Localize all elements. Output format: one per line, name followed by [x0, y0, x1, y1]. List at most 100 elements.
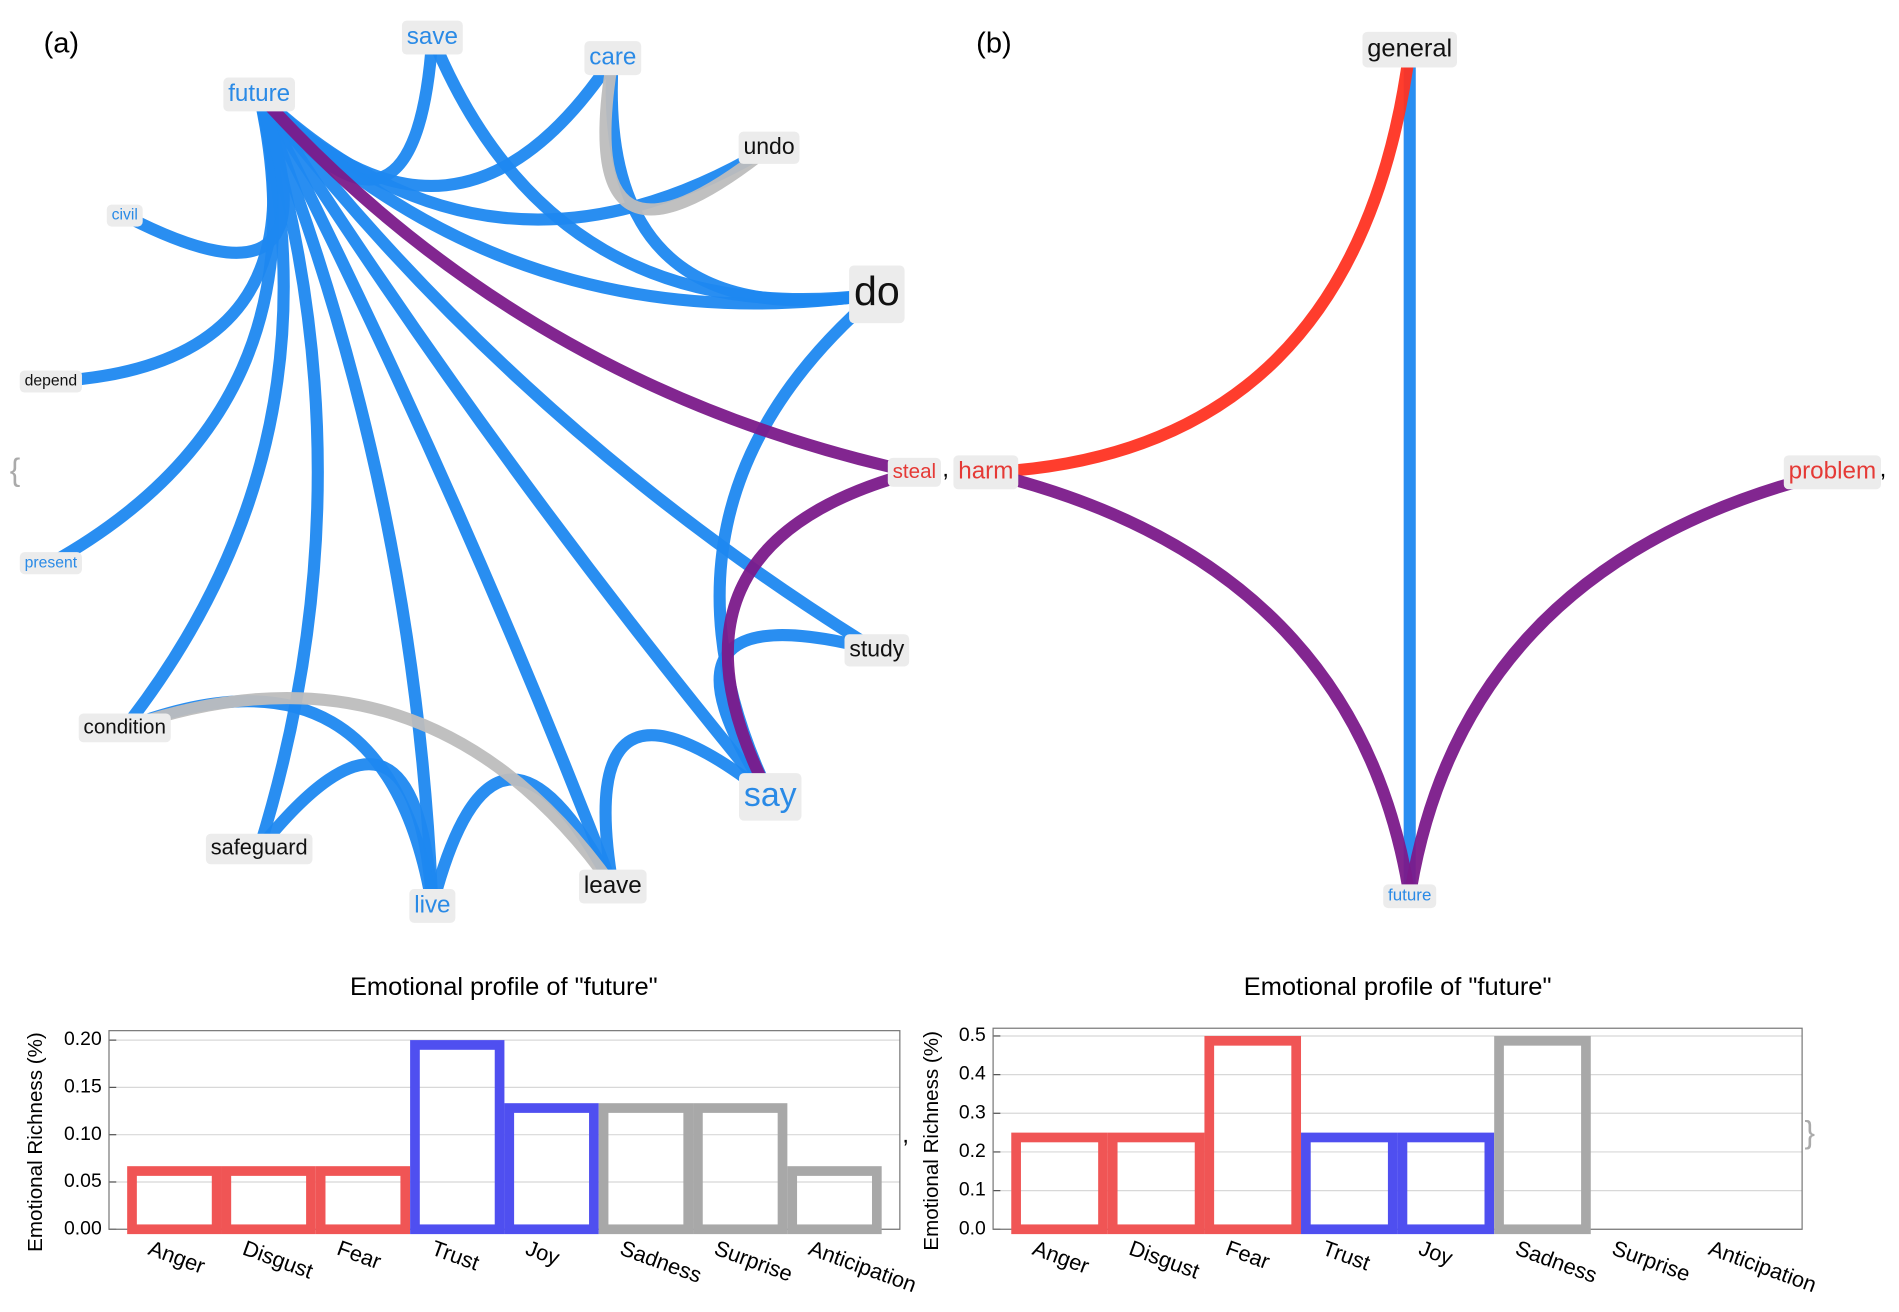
y-tick-label: 0.1	[959, 1179, 986, 1201]
x-tick-label: Joy	[523, 1235, 564, 1270]
edge	[253, 88, 619, 893]
x-tick-label: Anticipation	[1705, 1235, 1819, 1297]
node-label: problem	[1789, 458, 1877, 485]
y-tick-label: 0.5	[959, 1024, 986, 1046]
node-label: undo	[743, 133, 794, 159]
x-tick-label: Sadness	[617, 1235, 705, 1288]
edges	[44, 31, 1839, 912]
x-tick-label: Disgust	[240, 1235, 317, 1283]
edge	[253, 88, 777, 803]
brace: {	[10, 453, 21, 488]
bar	[1011, 1132, 1108, 1235]
node-box	[887, 457, 941, 487]
x-tick-label: Trust	[428, 1235, 482, 1275]
bar	[127, 1166, 222, 1235]
panel-label: (b)	[976, 27, 1012, 59]
x-tick-label: Trust	[1319, 1235, 1373, 1275]
edge	[44, 88, 280, 570]
x-tick-label: Fear	[334, 1235, 385, 1274]
edge	[979, 43, 1416, 479]
chart-title: Emotional profile of "future"	[350, 973, 658, 1001]
node-label: study	[849, 635, 904, 661]
x-tick-label: Anger	[145, 1235, 208, 1278]
node-box	[584, 41, 642, 76]
bar	[1204, 1035, 1302, 1235]
x-tick-label: Surprise	[1609, 1235, 1694, 1286]
node-label: present	[25, 554, 78, 571]
panel-label: (a)	[44, 27, 80, 59]
node-label: future	[1388, 886, 1431, 905]
bar	[504, 1103, 599, 1235]
node-box	[409, 888, 456, 923]
x-tick-label: Fear	[1223, 1235, 1274, 1274]
node-label: steal	[893, 460, 936, 483]
bar	[693, 1103, 788, 1235]
comma: ,	[942, 455, 949, 482]
bar	[1107, 1132, 1205, 1235]
edge	[605, 52, 883, 307]
node-label: civil	[112, 207, 138, 224]
node-box	[223, 77, 295, 112]
comma: ,	[902, 1121, 909, 1148]
node-box	[739, 773, 802, 821]
node-box	[849, 265, 905, 324]
node-box	[401, 20, 463, 55]
bar	[598, 1103, 694, 1235]
edge	[44, 88, 280, 388]
bar	[1494, 1035, 1591, 1235]
x-tick-label: Anticipation	[805, 1235, 919, 1297]
edge	[118, 691, 619, 893]
bar	[787, 1166, 882, 1235]
x-tick-label: Sadness	[1512, 1235, 1600, 1288]
bar	[1397, 1132, 1495, 1235]
nodes: future save care undo do steal study say leave li…	[19, 20, 1881, 923]
edge	[979, 466, 1416, 903]
x-tick-label: Surprise	[711, 1235, 796, 1286]
node-label: future	[228, 80, 290, 107]
node-box	[1783, 455, 1881, 490]
node-box	[738, 131, 800, 164]
node-box	[579, 869, 647, 904]
node-label: say	[744, 776, 797, 814]
x-tick-label: Joy	[1416, 1235, 1457, 1270]
y-tick-label: 0.00	[64, 1217, 102, 1239]
edge	[253, 88, 921, 479]
chart-title: Emotional profile of "future"	[1244, 973, 1552, 1001]
edge	[599, 729, 777, 893]
bar	[410, 1040, 505, 1235]
node-box	[106, 204, 143, 227]
node-label: safeguard	[211, 835, 308, 860]
node-box	[19, 370, 82, 393]
node-box	[78, 713, 171, 743]
edge	[118, 88, 290, 259]
y-tick-label: 0.4	[959, 1063, 986, 1085]
y-tick-label: 0.3	[959, 1101, 986, 1123]
x-tick-label: Disgust	[1126, 1235, 1203, 1283]
bar	[315, 1166, 411, 1235]
edge	[599, 52, 776, 216]
node-box	[844, 634, 910, 667]
node-box	[1383, 884, 1437, 909]
node-box	[19, 552, 82, 575]
edge	[253, 88, 439, 912]
node-label: live	[414, 891, 450, 918]
node-box	[205, 833, 313, 865]
node-label: care	[589, 44, 636, 71]
y-tick-label: 0.2	[959, 1140, 986, 1162]
y-tick-label: 0.05	[64, 1170, 102, 1192]
y-axis-label: Emotional Richness (%)	[24, 1032, 47, 1252]
node-label: general	[1367, 34, 1452, 62]
bar	[1301, 1132, 1398, 1235]
edge	[721, 466, 921, 803]
node-label: condition	[84, 715, 166, 738]
comma: ,	[1880, 455, 1887, 482]
node-label: leave	[584, 872, 642, 899]
y-tick-label: 0.15	[64, 1076, 102, 1098]
edge	[1403, 466, 1839, 903]
node-label: harm	[958, 458, 1013, 485]
edge	[253, 88, 883, 657]
brace: }	[1805, 1115, 1816, 1150]
y-tick-label: 0.20	[64, 1028, 102, 1050]
y-tick-label: 0.10	[64, 1123, 102, 1145]
